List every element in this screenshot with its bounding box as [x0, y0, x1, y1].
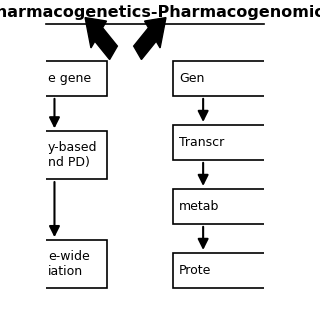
Text: e-wide
iation: e-wide iation: [48, 250, 90, 278]
FancyBboxPatch shape: [172, 61, 304, 96]
Text: Transcr: Transcr: [179, 136, 224, 149]
Text: Gen: Gen: [179, 72, 204, 85]
Text: metab: metab: [179, 200, 220, 213]
Polygon shape: [134, 18, 166, 60]
FancyBboxPatch shape: [6, 240, 107, 288]
FancyBboxPatch shape: [172, 253, 304, 288]
FancyBboxPatch shape: [172, 125, 304, 160]
Text: Pharmacogenetics-Pharmacogenomics: Pharmacogenetics-Pharmacogenomics: [0, 5, 320, 20]
FancyBboxPatch shape: [6, 131, 107, 179]
FancyBboxPatch shape: [172, 189, 304, 224]
Text: Prote: Prote: [179, 264, 212, 277]
Text: e gene: e gene: [48, 72, 91, 85]
FancyBboxPatch shape: [6, 61, 107, 96]
Polygon shape: [85, 18, 117, 60]
Text: y-based
nd PD): y-based nd PD): [48, 141, 97, 169]
